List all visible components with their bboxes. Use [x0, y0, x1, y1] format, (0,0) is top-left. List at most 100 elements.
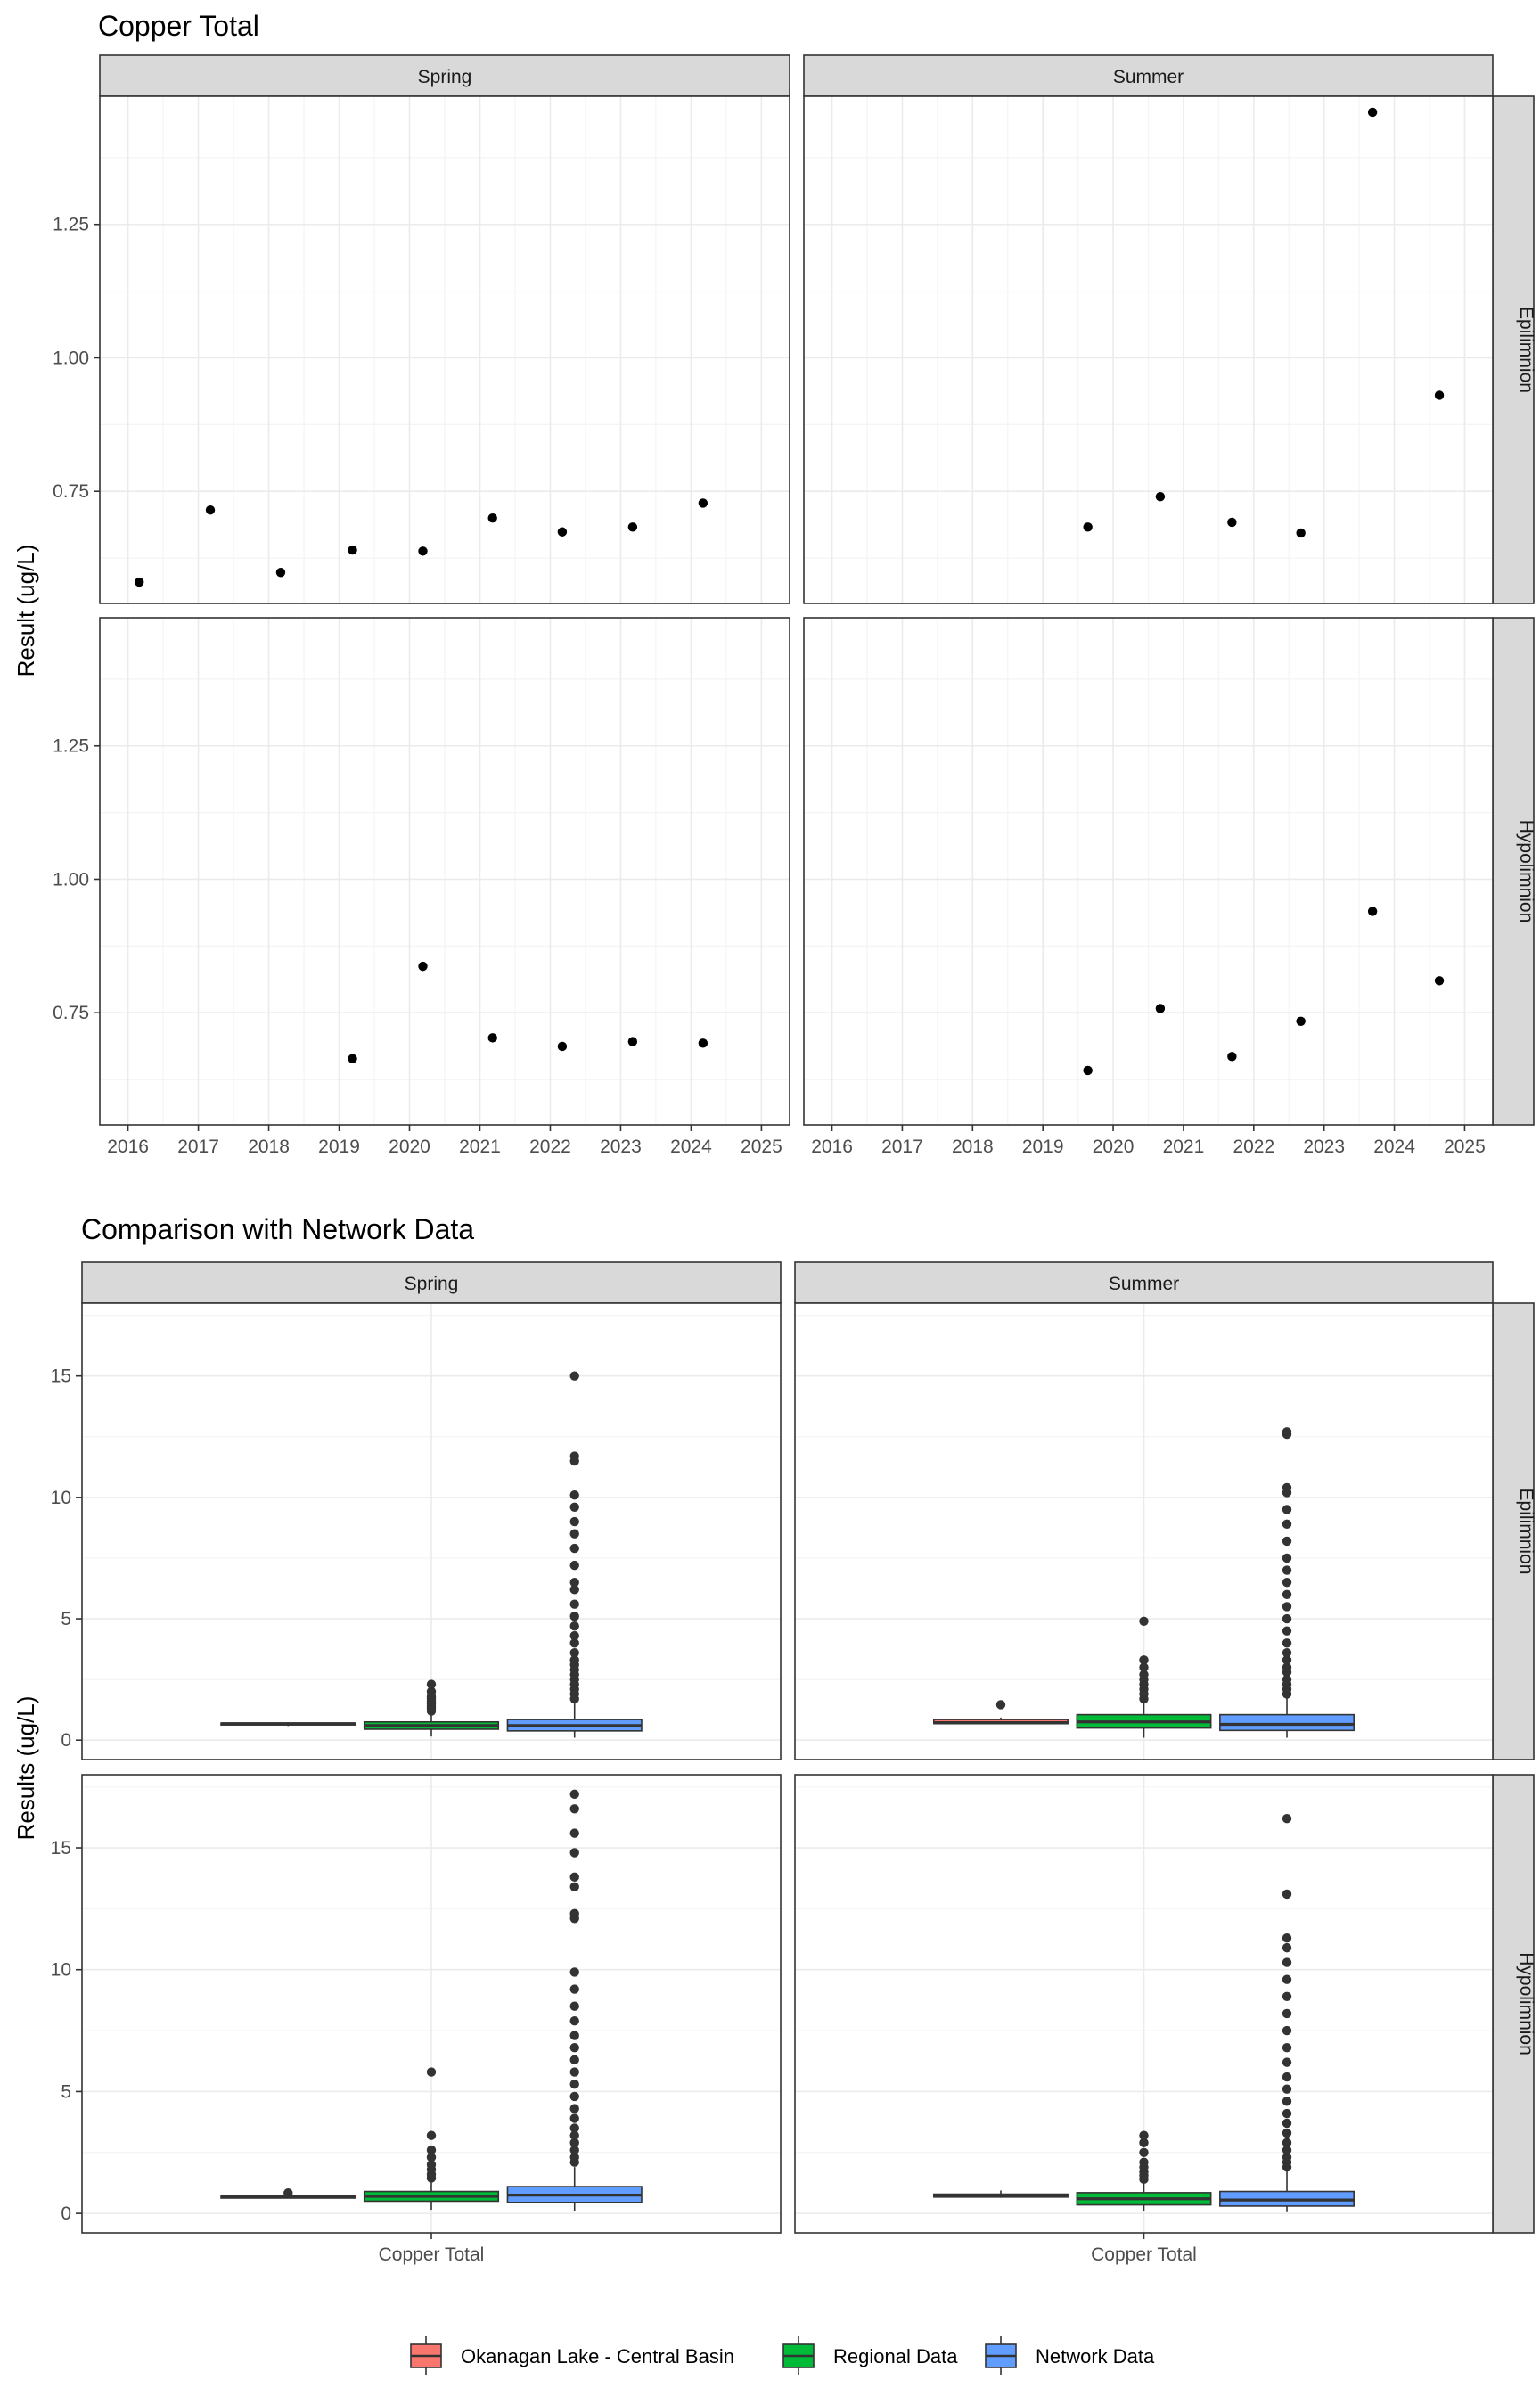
outlier-point: [1282, 1942, 1292, 1953]
outlier-point: [569, 1502, 579, 1512]
outlier-point: [426, 2160, 437, 2170]
outlier-point: [1282, 1427, 1292, 1437]
outlier-point: [1282, 2153, 1292, 2162]
outlier-point: [1282, 1889, 1292, 1900]
outlier-point: [569, 1621, 579, 1631]
outlier-point: [1282, 2072, 1292, 2082]
data-point: [557, 527, 568, 537]
strip-label: Spring: [405, 1274, 459, 1294]
strip-label: Hypolimnion: [1516, 820, 1536, 923]
strip-hypolimnion: [1492, 1774, 1535, 2234]
box-okanagan-lake-central-basin: [220, 1722, 356, 1727]
x-tick-label: 2020: [389, 1136, 430, 1157]
outlier-point: [1282, 1674, 1292, 1685]
outlier-point: [1282, 2008, 1292, 2019]
outlier-point: [569, 1984, 579, 1994]
panel-border: [99, 617, 790, 1126]
outlier-point: [1139, 2147, 1149, 2157]
box-network-data: [1219, 1427, 1355, 1738]
x-tick-label: 2021: [459, 1136, 501, 1157]
outlier-point: [569, 1543, 579, 1554]
outlier-point: [1282, 1482, 1292, 1493]
strip-epilimnion: [1492, 1302, 1535, 1760]
outlier-point: [1282, 2145, 1292, 2155]
panel-border: [803, 95, 1494, 604]
outlier-point: [569, 2015, 579, 2026]
y-tick-label: 10: [51, 1488, 71, 1508]
outlier-point: [1282, 2108, 1292, 2119]
outlier-point: [569, 1647, 579, 1658]
y-tick-label: 0: [61, 2203, 71, 2224]
outlier-point: [1282, 1655, 1292, 1665]
legend: Okanagan Lake - Central Basin Regional Da…: [410, 2336, 1155, 2375]
outlier-point: [995, 1700, 1006, 1710]
y-tick-label: 5: [61, 1609, 71, 1629]
data-point: [1155, 1004, 1166, 1013]
outlier-point: [1139, 2138, 1149, 2148]
data-point: [1434, 976, 1445, 986]
outlier-point: [569, 1489, 579, 1500]
x-tick-label: 2017: [177, 1136, 219, 1157]
outlier-point: [569, 2153, 579, 2162]
y-tick-label: 15: [51, 1838, 71, 1859]
y-tick-label: 1.25: [53, 215, 89, 235]
outlier-point: [569, 2113, 579, 2123]
x-tick-label: 2024: [1373, 1136, 1415, 1157]
legend-label: Regional Data: [833, 2345, 958, 2367]
outlier-point: [1139, 1670, 1149, 1679]
y-tick-label: 0.75: [53, 1003, 89, 1023]
outlier-point: [426, 2067, 437, 2077]
panel-border: [794, 1302, 1494, 1760]
data-point: [627, 522, 638, 532]
outlier-point: [1282, 1589, 1292, 1600]
data-point: [698, 1038, 709, 1048]
box-network-data: [1219, 1814, 1355, 2212]
legend-label: Okanagan Lake - Central Basin: [461, 2345, 734, 2367]
panel-border: [81, 1302, 782, 1760]
panel-border: [803, 617, 1494, 1126]
outlier-point: [569, 2130, 579, 2140]
outlier-point: [1282, 1638, 1292, 1648]
box-regional-data: [363, 2067, 500, 2211]
x-tick-label: 2016: [811, 1136, 853, 1157]
x-tick-label: 2024: [670, 1136, 712, 1157]
data-point: [1296, 528, 1306, 538]
data-point: [348, 545, 357, 555]
outlier-point: [1282, 1577, 1292, 1588]
x-tick-label: 2022: [1233, 1136, 1274, 1157]
outlier-point: [1139, 1662, 1149, 1672]
chart-title: Comparison with Network Data: [81, 1213, 474, 1245]
outlier-point: [426, 2153, 437, 2162]
strip-label: Hypolimnion: [1516, 1952, 1536, 2055]
x-tick-label: 2025: [1444, 1136, 1486, 1157]
y-axis-label: Results (ug/L): [12, 1696, 39, 1841]
box-okanagan-lake-central-basin: [933, 1700, 1069, 1725]
data-point: [1367, 907, 1378, 916]
y-tick-label: 1.00: [53, 348, 89, 368]
outlier-point: [569, 1451, 579, 1461]
outlier-point: [569, 2091, 579, 2102]
legend-key: [410, 2336, 442, 2375]
data-point: [698, 498, 709, 508]
outlier-point: [1282, 1932, 1292, 1943]
data-point: [1083, 522, 1093, 532]
y-tick-label: 10: [51, 1960, 71, 1981]
data-point: [1367, 107, 1378, 118]
data-point: [557, 1041, 568, 1052]
box-regional-data: [1076, 2130, 1212, 2211]
x-tick-label: 2019: [1022, 1136, 1064, 1157]
outlier-point: [569, 1599, 579, 1609]
x-tick-label: Copper Total: [379, 2244, 485, 2265]
legend-label: Network Data: [1036, 2345, 1155, 2367]
outlier-point: [569, 1967, 579, 1977]
box-regional-data: [363, 1679, 500, 1737]
x-tick-label: 2023: [1303, 1136, 1345, 1157]
x-tick-label: 2017: [881, 1136, 923, 1157]
data-point: [487, 513, 497, 523]
outlier-point: [426, 1686, 437, 1696]
box-okanagan-lake-central-basin: [933, 2190, 1069, 2198]
strip-hypolimnion: [1492, 617, 1535, 1126]
y-tick-label: 0: [61, 1730, 71, 1751]
outlier-point: [569, 2080, 579, 2089]
chart-title: Copper Total: [98, 10, 259, 42]
